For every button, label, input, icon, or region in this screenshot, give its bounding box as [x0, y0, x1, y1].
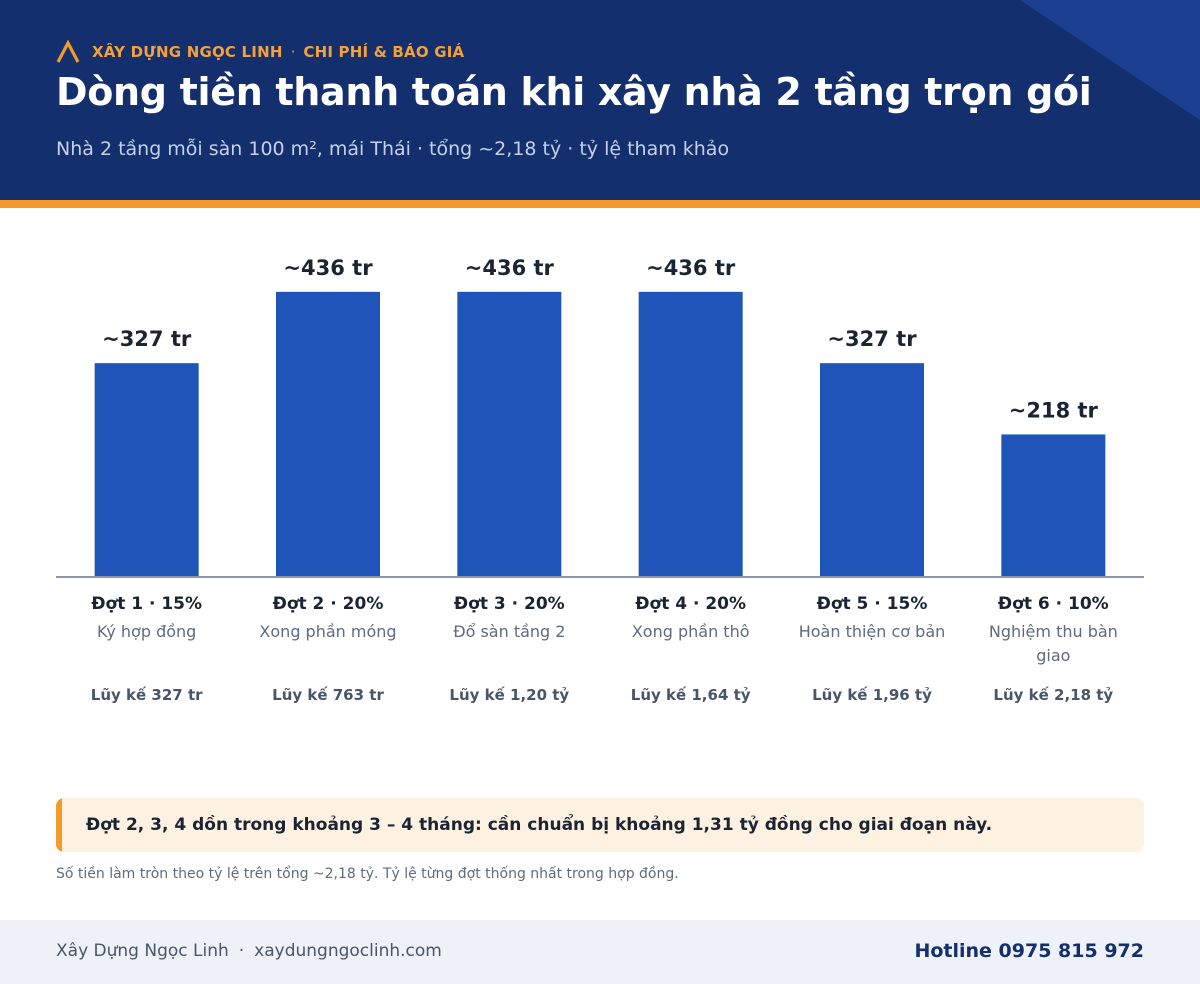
- page-title: Dòng tiền thanh toán khi xây nhà 2 tầng …: [56, 70, 1092, 114]
- cumulative-label-3: Lũy kế 1,20 tỷ: [449, 685, 569, 704]
- period-label-2: Đợt 2 · 20%: [273, 594, 384, 614]
- footnote: Số tiền làm tròn theo tỷ lệ trên tổng ~2…: [56, 866, 679, 882]
- cumulative-label-2: Lũy kế 763 tr: [272, 685, 384, 704]
- header-decoration: [1020, 0, 1200, 120]
- footer-company: Xây Dựng Ngọc Linh: [56, 941, 229, 961]
- cumulative-label-5: Lũy kế 1,96 tỷ: [812, 685, 932, 704]
- brand-logo-icon: [56, 40, 80, 63]
- cumulative-label-4: Lũy kế 1,64 tỷ: [631, 685, 751, 704]
- period-label-4: Đợt 4 · 20%: [635, 594, 746, 614]
- footer-website[interactable]: xaydungngoclinh.com: [254, 941, 442, 961]
- page-subtitle: Nhà 2 tầng mỗi sàn 100 m², mái Thái · tổ…: [56, 138, 730, 160]
- brand-name: XÂY DỰNG NGỌC LINH: [92, 43, 283, 61]
- bar-5: [820, 363, 924, 577]
- bar-value-label-5: ~327 tr: [827, 327, 917, 351]
- footer: Xây Dựng Ngọc Linh · xaydungngoclinh.com H…: [0, 920, 1200, 984]
- callout-text: Đợt 2, 3, 4 dồn trong khoảng 3 – 4 tháng…: [86, 815, 993, 835]
- footer-separator: ·: [238, 941, 245, 961]
- callout-accent: [56, 798, 62, 852]
- callout-box: Đợt 2, 3, 4 dồn trong khoảng 3 – 4 tháng…: [56, 798, 1144, 852]
- footer-hotline[interactable]: Hotline 0975 815 972: [914, 940, 1144, 962]
- bar-value-label-4: ~436 tr: [646, 256, 736, 280]
- stage-label-4: Xong phần thô: [632, 622, 750, 641]
- cumulative-label-1: Lũy kế 327 tr: [91, 685, 203, 704]
- period-label-5: Đợt 5 · 15%: [817, 594, 928, 614]
- period-label-3: Đợt 3 · 20%: [454, 594, 565, 614]
- stage-label-2: Xong phần móng: [259, 622, 396, 641]
- stage-label-6: Nghiệm thu bàn giao: [989, 622, 1118, 665]
- bar-4: [638, 291, 743, 577]
- bar-6: [1001, 434, 1106, 577]
- bar-3: [457, 291, 562, 577]
- period-label-1: Đợt 1 · 15%: [91, 594, 202, 614]
- bar-value-label-2: ~436 tr: [283, 256, 373, 280]
- footer-left: Xây Dựng Ngọc Linh · xaydungngoclinh.com: [56, 920, 442, 982]
- cumulative-label-6: Lũy kế 2,18 tỷ: [993, 685, 1113, 704]
- section-name: CHI PHÍ & BÁO GIÁ: [303, 43, 465, 61]
- bar-value-label-1: ~327 tr: [102, 327, 192, 351]
- period-label-6: Đợt 6 · 10%: [998, 594, 1109, 614]
- stage-label-5: Hoàn thiện cơ bản: [799, 622, 946, 641]
- brand-separator: ·: [290, 43, 296, 61]
- payment-bar-chart: ~327 tr Đợt 1 · 15% Ký hợp đồng Lũy kế 327 …: [56, 256, 1144, 704]
- header: XÂY DỰNG NGỌC LINH · CHI PHÍ & BÁO GIÁ D…: [0, 0, 1200, 200]
- bar-value-label-3: ~436 tr: [465, 256, 555, 280]
- stage-label-3: Đổ sàn tầng 2: [453, 622, 565, 641]
- brand-row: XÂY DỰNG NGỌC LINH · CHI PHÍ & BÁO GIÁ: [56, 40, 464, 64]
- header-accent-bar: [0, 200, 1200, 208]
- bar-2: [276, 291, 380, 577]
- bar-value-label-6: ~218 tr: [1009, 398, 1099, 422]
- bar-1: [94, 363, 199, 577]
- stage-label-1: Ký hợp đồng: [97, 622, 196, 641]
